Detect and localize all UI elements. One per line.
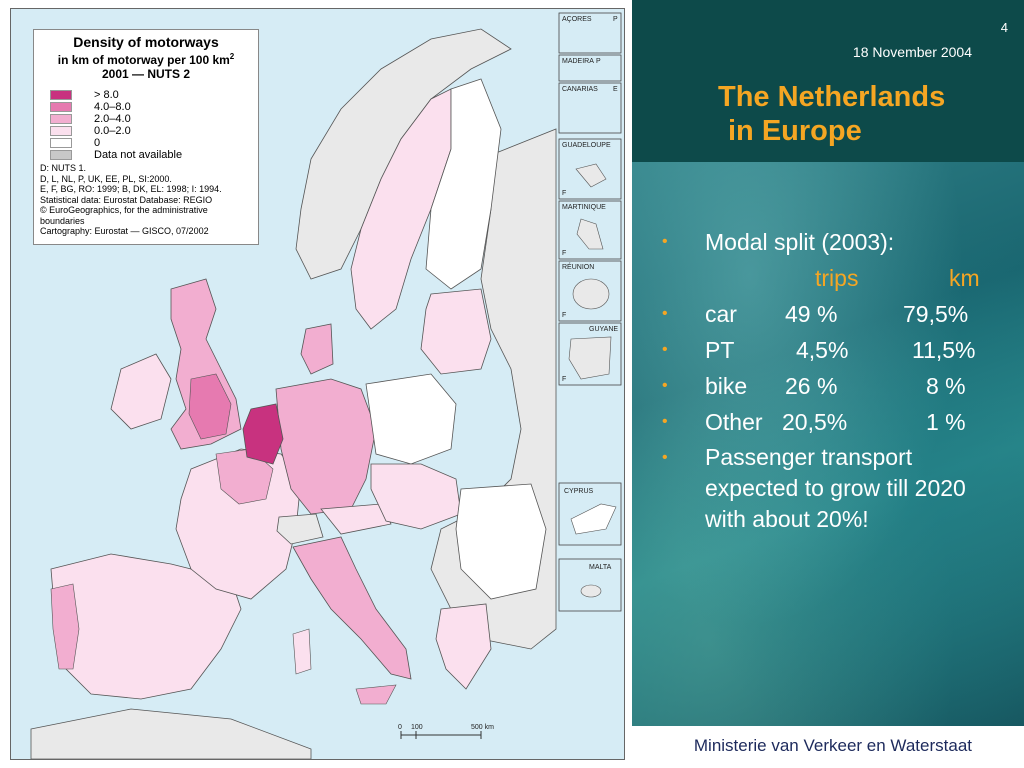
poland: [365, 373, 457, 465]
svg-text:E: E: [613, 86, 618, 93]
legend-swatch: [50, 102, 72, 112]
legend-class-row: 0: [40, 137, 252, 149]
benelux: [242, 403, 284, 465]
row-other: • Other 20,5% 1 %: [662, 409, 966, 435]
slide-title: The Netherlands in Europe: [718, 80, 1018, 148]
col-header-km: km: [949, 265, 980, 291]
legend-class-label: Data not available: [94, 149, 183, 161]
title-line-2: in Europe: [728, 115, 862, 147]
legend-note: D, L, NL, P, UK, EE, PL, SI:2000.: [40, 173, 172, 184]
svg-text:F: F: [562, 190, 566, 197]
austria: [320, 503, 392, 535]
legend-note: © EuroGeographics, for the administrativ…: [40, 205, 208, 226]
legend-class-label: 0: [94, 137, 101, 149]
slide-date: 18 November 2004: [852, 44, 972, 60]
inset-reunion-label: RÉUNION: [562, 262, 594, 271]
germany: [275, 378, 377, 515]
denmark: [300, 323, 334, 375]
map-panel: AÇORES P MADEIRA P CANARIAS E GUADELOUPE…: [10, 8, 625, 760]
legend-title: Density of motorways: [73, 34, 219, 50]
legend-swatch: [50, 150, 72, 160]
legend-class-row: 0.0–2.0: [40, 125, 252, 137]
legend-year: 2001 — NUTS 2: [101, 67, 191, 81]
legend-classes: > 8.0 4.0–8.0 2.0–4.0 0.0–2.0 0 Data not avai…: [40, 89, 252, 161]
switzerland: [276, 513, 324, 545]
czech-slovakia-hungary: [370, 463, 462, 530]
sardinia: [292, 628, 312, 675]
inset-guyane-label: GUYANE: [589, 326, 618, 333]
svg-text:F: F: [562, 250, 566, 257]
inset-guadeloupe-label: GUADELOUPE: [562, 142, 611, 149]
italy: [292, 536, 412, 680]
legend-subtitle: in km of motorway per 100 km2: [57, 52, 235, 67]
slide-body: • Modal split (2003): trips km • car 49 …: [632, 162, 1024, 726]
svg-text:P: P: [596, 58, 601, 65]
svg-text:500 km: 500 km: [471, 724, 494, 731]
svg-text:F: F: [562, 376, 566, 383]
legend-class-row: 4.0–8.0: [40, 101, 252, 113]
legend-note: E, F, BG, RO: 1999; B, DK, EL: 1998; I: …: [40, 184, 222, 194]
legend-class-row: Data not available: [40, 149, 252, 161]
modal-split-column-headers: trips km: [662, 260, 1012, 296]
row-car: • car 49 % 79,5%: [662, 301, 969, 327]
col-header-trips: trips: [815, 265, 859, 291]
ministry-name: Ministerie van Verkeer en Waterstaat: [693, 736, 972, 755]
svg-text:0: 0: [398, 724, 402, 731]
modal-split-heading: Modal split (2003):: [705, 229, 895, 255]
sweden: [350, 88, 452, 330]
inset-malta-label: MALTA: [589, 564, 612, 571]
inset-martinique-label: MARTINIQUE: [562, 204, 606, 211]
north-africa: [30, 708, 312, 759]
legend-notes: D: NUTS 1. D, L, NL, P, UK, EE, PL, SI:20…: [40, 163, 252, 237]
svg-text:100: 100: [411, 724, 423, 731]
row-pt: • PT 4,5% 11,5%: [662, 337, 976, 363]
svg-text:F: F: [562, 312, 566, 319]
inset-column: AÇORES P MADEIRA P CANARIAS E GUADELOUPE…: [558, 12, 622, 612]
legend-class-label: 2.0–4.0: [94, 113, 131, 125]
page-number: 4: [1000, 20, 1008, 35]
map-legend: Density of motorways in km of motorway p…: [33, 29, 259, 245]
legend-class-row: 2.0–4.0: [40, 113, 252, 125]
portugal: [50, 583, 80, 670]
bullet-list: • Modal split (2003): trips km • car 49 …: [662, 224, 1012, 535]
legend-class-label: > 8.0: [94, 89, 119, 101]
row-bike: • bike 26 % 8 %: [662, 373, 966, 399]
england-core: [188, 373, 232, 440]
bullet-modal-split: • Modal split (2003):: [662, 224, 1012, 260]
legend-class-label: 4.0–8.0: [94, 101, 131, 113]
legend-swatch: [50, 138, 72, 148]
ireland: [110, 353, 172, 430]
finland: [425, 78, 502, 290]
legend-swatch: [50, 114, 72, 124]
romania-bulgaria: [455, 483, 547, 600]
inset-cyprus-label: CYPRUS: [564, 488, 594, 495]
slide-header: 4 18 November 2004 The Netherlands in Eu…: [632, 0, 1024, 162]
svg-text:P: P: [613, 16, 618, 23]
scale-bar: 0 100 500 km: [398, 724, 494, 739]
inset-acores-label: AÇORES: [562, 16, 592, 23]
slide-footer: Ministerie van Verkeer en Waterstaat: [632, 726, 1024, 768]
legend-note: D: NUTS 1.: [40, 163, 87, 173]
title-line-1: The Netherlands: [718, 81, 946, 113]
growth-note-text: Passenger transport expected to grow til…: [705, 444, 966, 532]
estonia-latvia-lithuania: [420, 288, 492, 375]
inset-madeira-label: MADEIRA: [562, 58, 594, 65]
legend-swatch: [50, 90, 72, 100]
inset-canarias-label: CANARIAS: [562, 86, 598, 93]
bullet-dot: •: [662, 233, 668, 250]
legend-note: Statistical data: Eurostat Database: REG…: [40, 194, 213, 205]
bullet-growth-note: • Passenger transport expected to grow t…: [662, 444, 966, 532]
legend-note: Cartography: Eurostat — GISCO, 07/2002: [40, 226, 209, 236]
legend-swatch: [50, 126, 72, 136]
legend-class-row: > 8.0: [40, 89, 252, 101]
europe-motorway-density-map: AÇORES P MADEIRA P CANARIAS E GUADELOUPE…: [11, 9, 624, 759]
greece: [435, 603, 492, 690]
legend-class-label: 0.0–2.0: [94, 125, 131, 137]
sicily: [355, 684, 397, 705]
